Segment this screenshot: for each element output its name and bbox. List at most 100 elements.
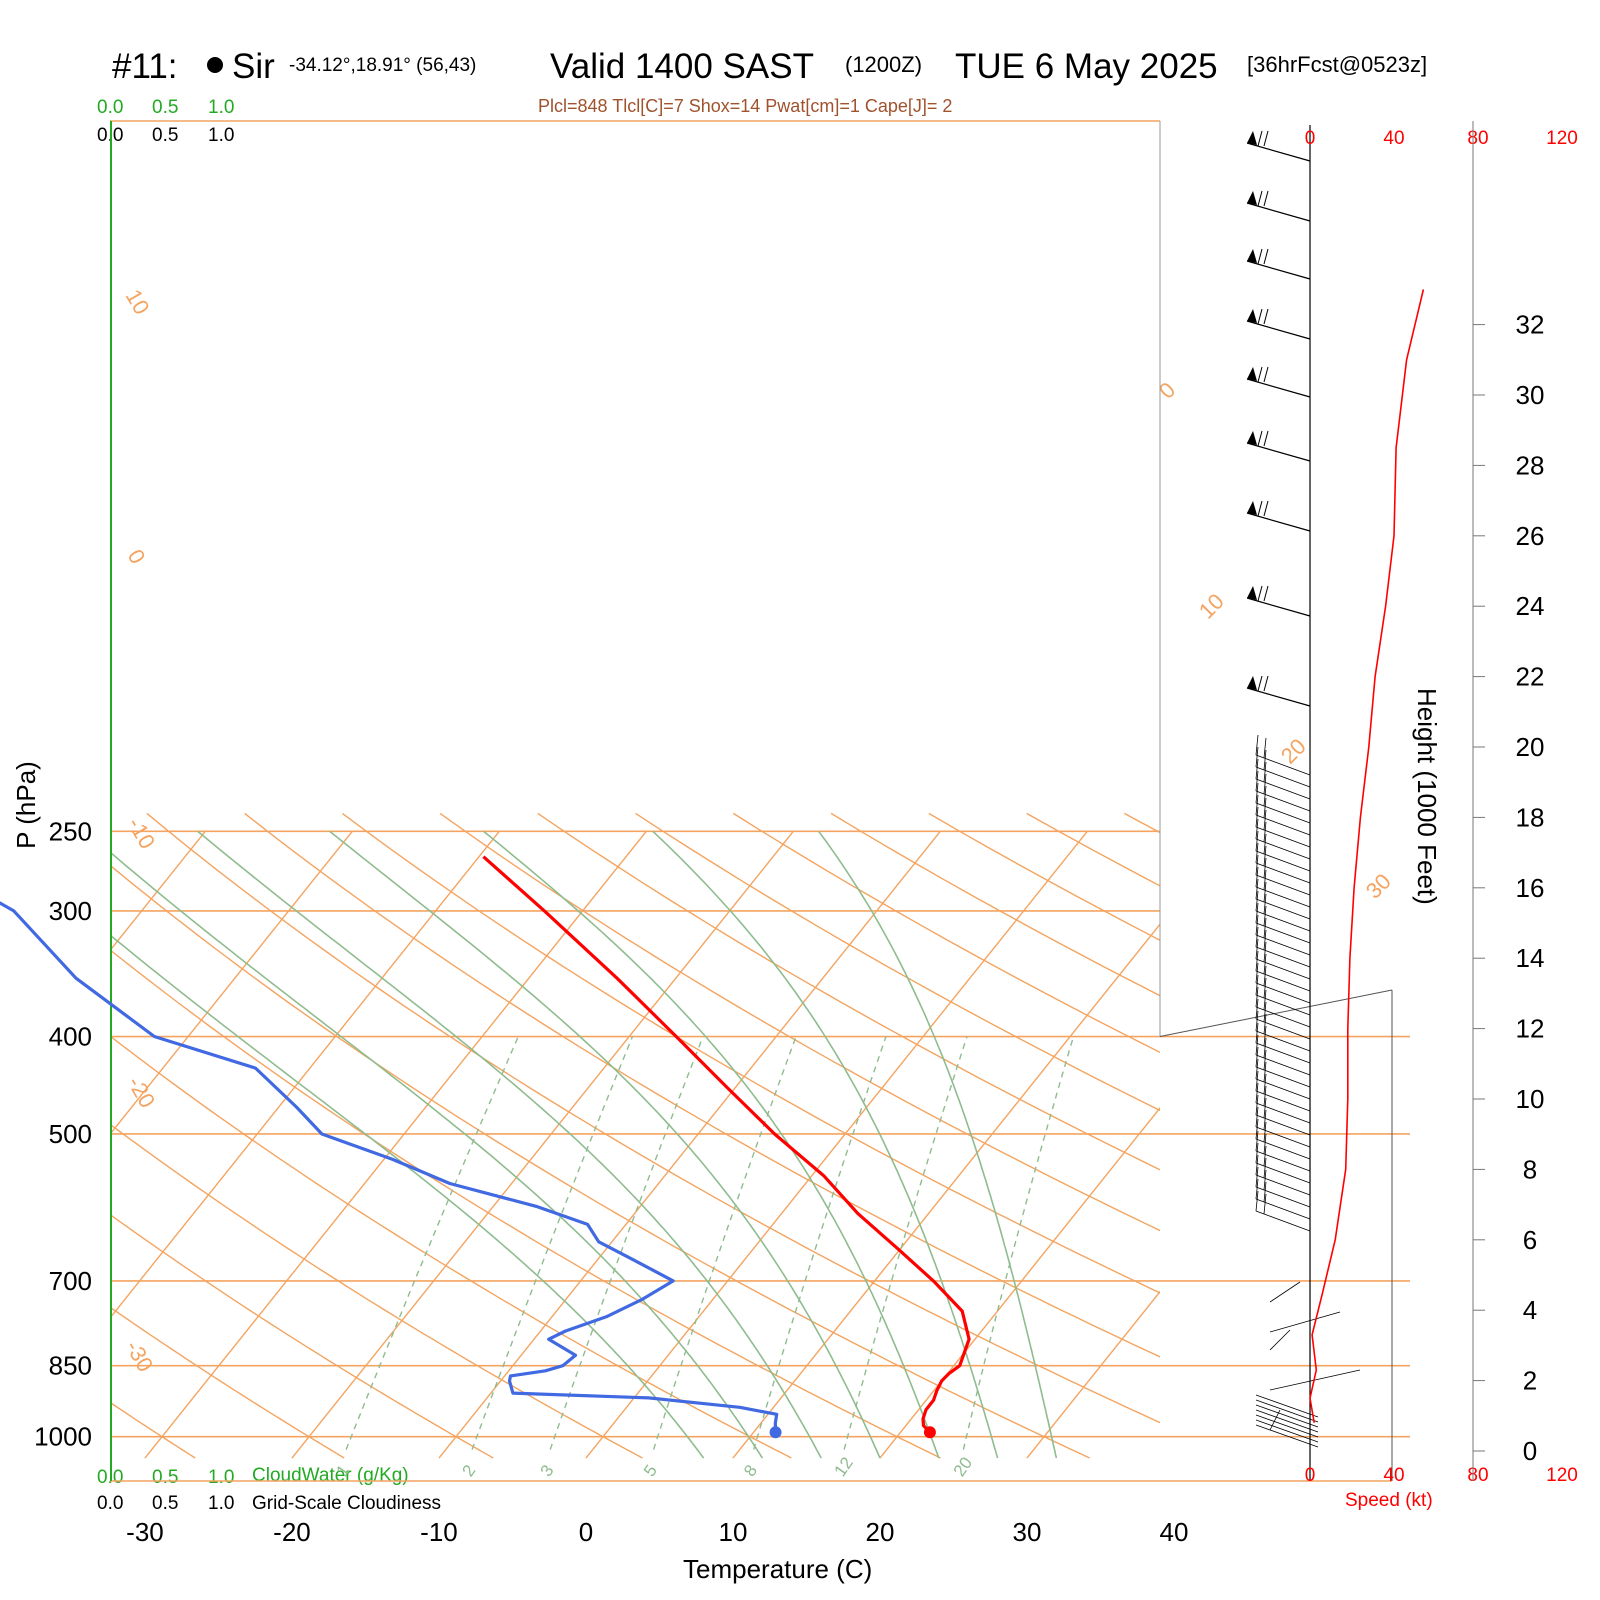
mixing-ratio-line <box>652 1036 797 1450</box>
temperature-line <box>482 855 971 1434</box>
wind-barb-flag <box>1257 585 1263 602</box>
wind-barb-flag <box>1263 500 1269 517</box>
height-tick-label: 18 <box>1516 802 1545 832</box>
wind-barb-pennant <box>1247 501 1257 515</box>
isotherm-line <box>732 923 1160 1459</box>
wind-barb-flag <box>1263 585 1269 602</box>
dry-adiabat-line <box>1320 813 1600 1458</box>
wind-barb-flag <box>1255 926 1259 948</box>
valid-time: Valid 1400 SAST <box>550 47 814 86</box>
temperature-surface-point <box>923 1426 936 1439</box>
wind-barb-flag <box>1263 857 1267 879</box>
wind-barb-flag <box>1255 866 1259 888</box>
wind-barb-flag <box>1263 1061 1267 1083</box>
wind-barb-flag <box>1255 962 1259 984</box>
wind-barb-flag <box>1263 917 1267 939</box>
wind-barb-staff <box>1255 1399 1319 1423</box>
wind-barb-flag <box>1255 1046 1259 1068</box>
wind-barb-flag <box>1263 965 1267 987</box>
dry-adiabat-line <box>341 812 1160 1294</box>
height-tick-label: 32 <box>1516 310 1545 340</box>
mixing-ratio-line <box>549 1036 704 1450</box>
height-tick-label: 6 <box>1523 1225 1537 1255</box>
isotherm-line <box>110 830 206 952</box>
wind-barb-flag <box>1255 842 1259 864</box>
wind-barbs <box>1246 130 1361 1448</box>
station-dot-icon <box>207 57 223 73</box>
wind-barb-flag <box>1255 902 1259 924</box>
mixing-ratio-label: 2 <box>458 1461 479 1480</box>
top-cloudwater-tick: 0.0 <box>97 97 123 118</box>
dry-adiabat-line <box>1026 812 1160 887</box>
top-cloudwater-tick: 0.5 <box>152 97 178 118</box>
dry-adiabat-line <box>110 1035 792 1459</box>
wind-barb-flag <box>1263 809 1267 831</box>
wind-barb-flag <box>1263 675 1269 692</box>
wind-barb-flag <box>1255 1022 1259 1044</box>
dry-adiabat-line <box>1123 812 1160 834</box>
wind-barb-staff <box>1246 512 1311 532</box>
station-id: #11: <box>112 47 178 86</box>
wind-barb-flag <box>1263 773 1267 795</box>
wind-barb-flag <box>1263 430 1269 447</box>
wind-barb-flag <box>1255 1118 1259 1140</box>
pressure-tick-label: 250 <box>49 816 92 846</box>
pressure-tick-label: 300 <box>49 896 92 926</box>
mixing-ratio-lines: 1 2 3 5 8 12 20 <box>332 1036 1075 1480</box>
wind-barb-flag <box>1263 1157 1267 1179</box>
height-tick-label: 2 <box>1523 1366 1537 1396</box>
moist-adiabat-line <box>110 851 764 1459</box>
station-name: Sir <box>232 47 275 86</box>
wind-bottom-tick-label: 120 <box>1546 1465 1578 1486</box>
bottom-cloudiness-tick: 0.0 <box>97 1493 123 1514</box>
top-cloudiness-tick: 0.5 <box>152 125 178 146</box>
profiles <box>0 855 971 1439</box>
isotherm-line <box>585 830 1088 1459</box>
isotherm-line <box>1468 831 1600 1458</box>
wind-barb-staff <box>1255 1419 1319 1443</box>
dry-adiabat-line <box>439 812 1160 1232</box>
x-axis-title: Temperature (C) <box>683 1554 872 1584</box>
moist-adiabat-line <box>329 830 881 1459</box>
wind-barb-staff <box>1255 1394 1319 1418</box>
wind-barb-flag <box>1263 1109 1267 1131</box>
temperature-axis: -30 -20 -10 0 10 20 30 40 <box>126 1517 1188 1547</box>
wind-barb-flag <box>1255 734 1259 756</box>
wind-barb-flag <box>1263 1013 1267 1035</box>
wind-barb-pennant <box>1247 676 1257 690</box>
height-tick-label: 24 <box>1516 591 1545 621</box>
wind-bottom-tick-label: 80 <box>1467 1465 1488 1486</box>
wind-barb-flag <box>1255 1034 1259 1056</box>
wind-barb-flag <box>1263 366 1269 383</box>
wind-axis-label: Speed (kt) <box>1345 1490 1433 1511</box>
bottom-cloudiness-tick: 1.0 <box>208 1493 234 1514</box>
top-cloudwater-tick: 1.0 <box>208 97 234 118</box>
valid-date: TUE 6 May 2025 <box>955 47 1218 86</box>
bottom-cloudwater-tick: 1.0 <box>208 1467 234 1488</box>
bottom-cloudwater-tick: 0.5 <box>152 1467 178 1488</box>
wind-barb-flag <box>1255 1154 1259 1176</box>
mixing-ratio-label: 5 <box>640 1461 661 1480</box>
wind-barb-pennant <box>1247 367 1257 381</box>
wind-barb-flag <box>1263 248 1269 265</box>
wind-barb-flag <box>1255 854 1259 876</box>
wind-barb-flag <box>1255 770 1259 792</box>
wind-barb-flag <box>1263 941 1267 963</box>
mixing-ratio-line <box>471 1036 634 1450</box>
wind-barb-flag <box>1255 1106 1259 1128</box>
wind-barb-flag <box>1263 833 1267 855</box>
dry-adiabat-line <box>0 813 46 1458</box>
wind-barb-flag <box>1255 818 1259 840</box>
wind-barb-staff <box>1246 442 1311 462</box>
wind-barb-staff <box>1255 1210 1311 1232</box>
wind-barb-flag <box>1263 1085 1267 1107</box>
isotherm-label: 0 <box>123 545 151 568</box>
wind-barb-flag <box>1263 929 1267 951</box>
y-axis-title: P (hPa) <box>11 761 41 849</box>
x-tick-label: 0 <box>579 1517 593 1547</box>
height-tick-label: 16 <box>1516 873 1545 903</box>
valid-zulu: (1200Z) <box>845 52 922 77</box>
isotherm-label: 0 <box>1154 377 1180 403</box>
wind-barb-pennant <box>1247 191 1257 205</box>
